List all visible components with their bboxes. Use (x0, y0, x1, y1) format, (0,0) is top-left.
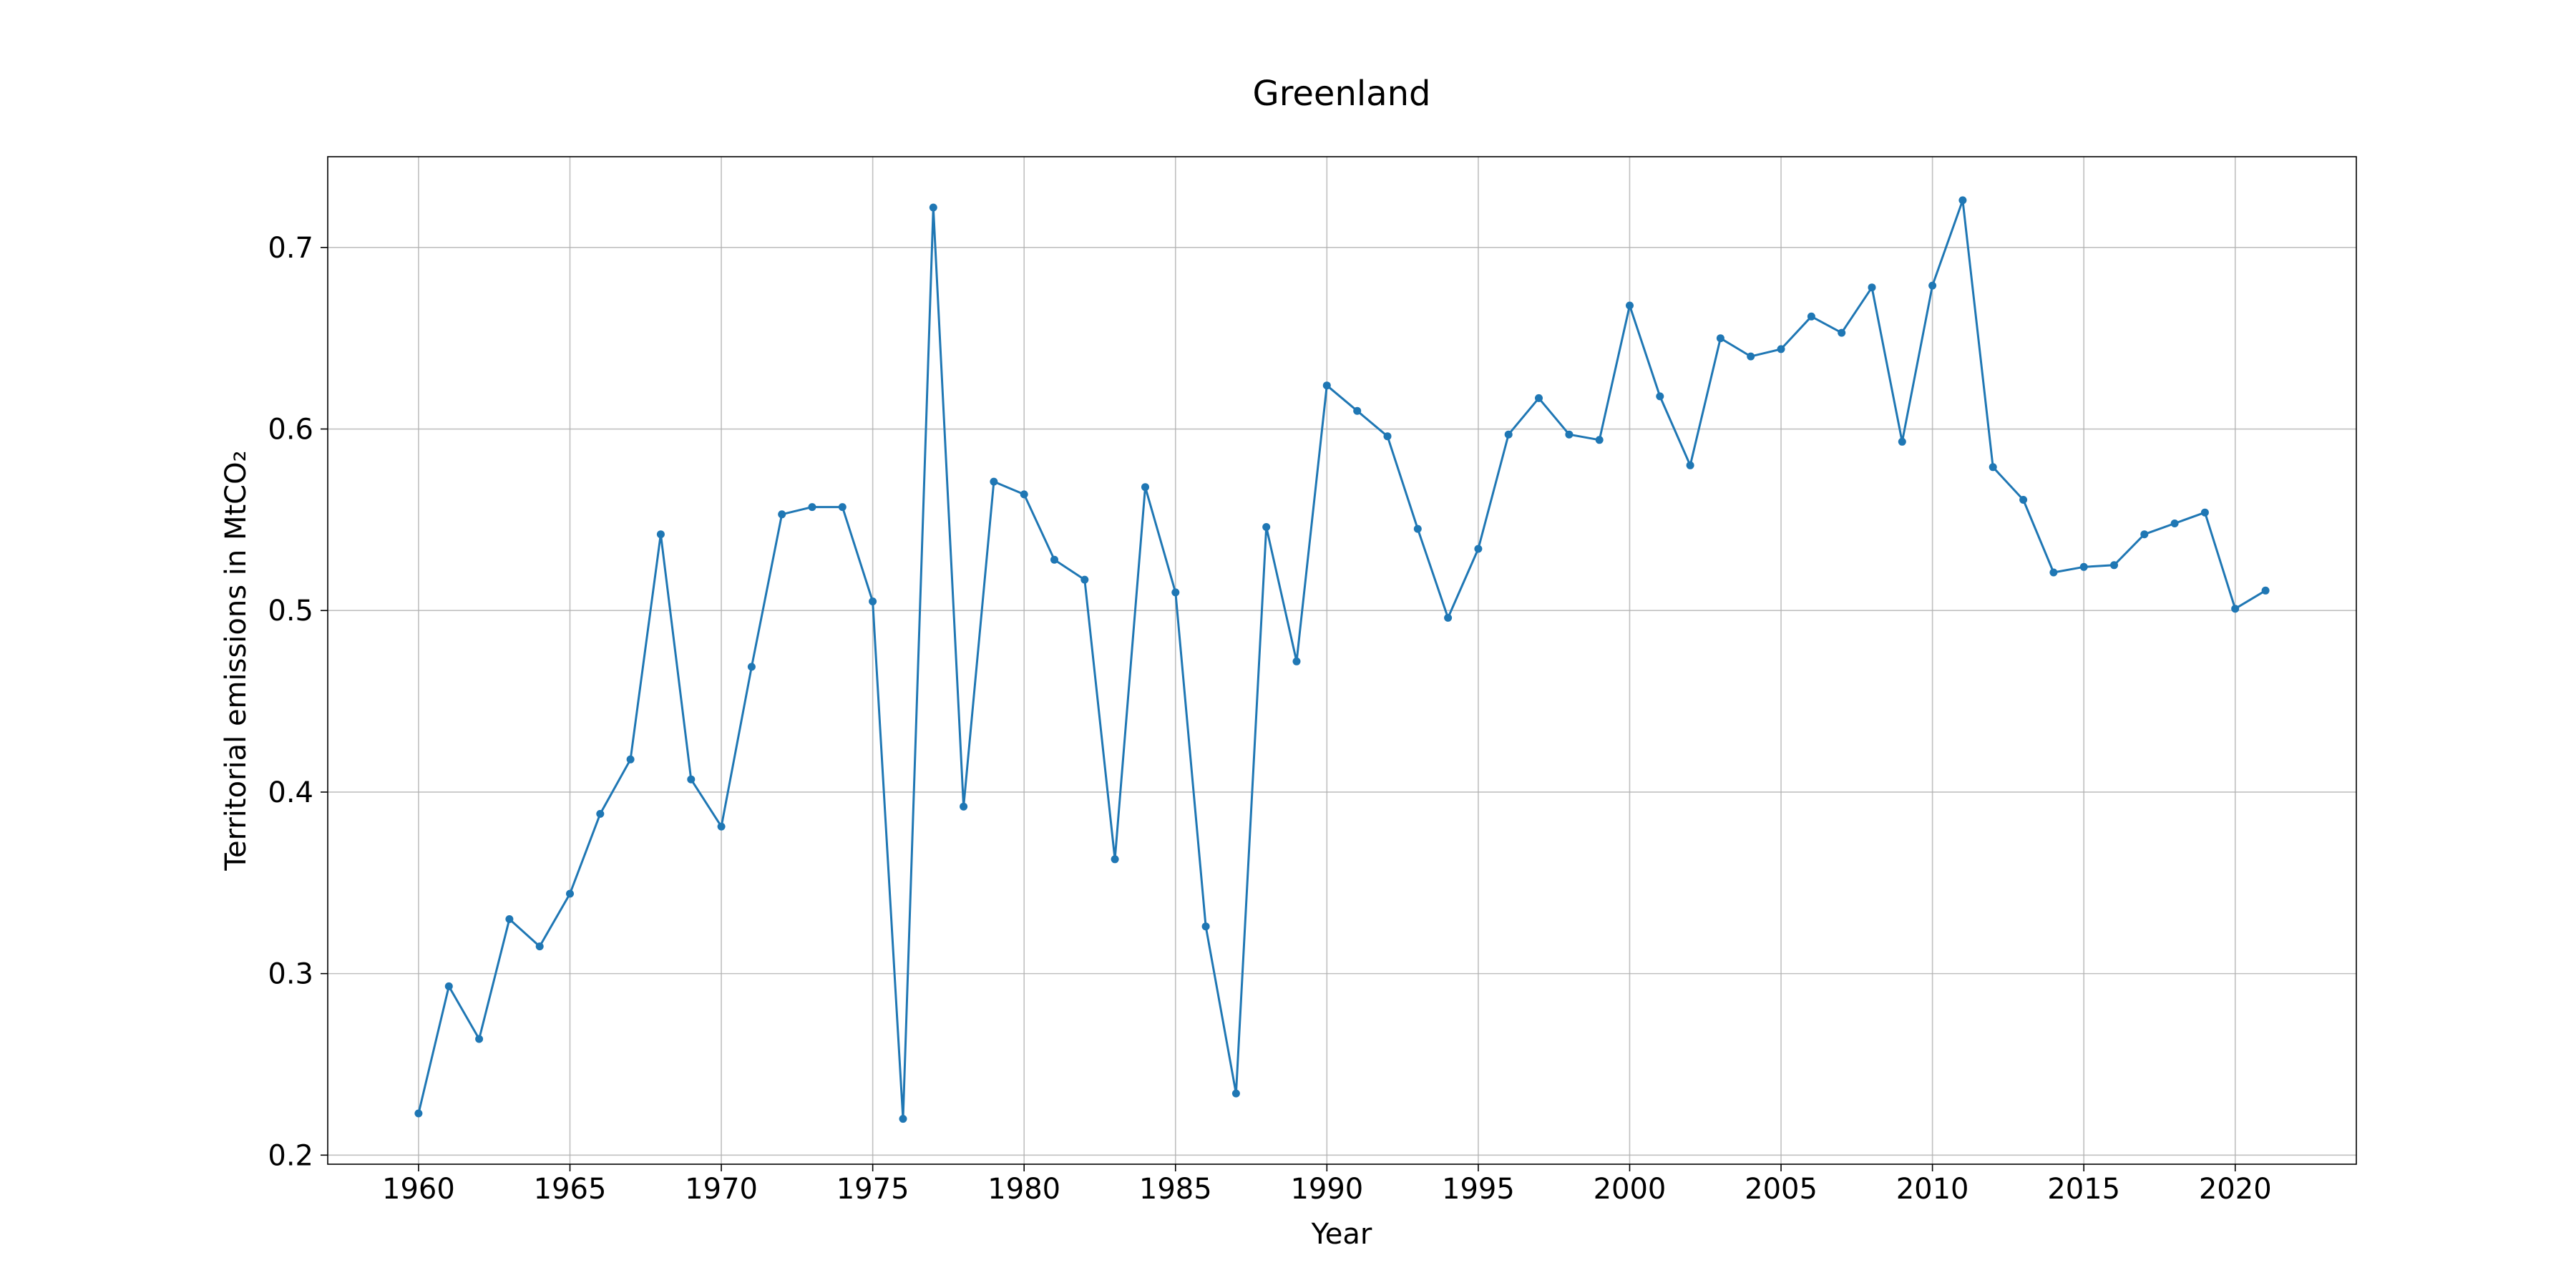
x-tick-label: 1970 (685, 1173, 758, 1206)
y-tick-label: 0.7 (268, 232, 313, 265)
data-point (1535, 394, 1543, 402)
x-tick-label: 1995 (1442, 1173, 1515, 1206)
data-point (505, 915, 514, 923)
data-point (1050, 555, 1058, 564)
x-tick-label: 1960 (382, 1173, 455, 1206)
data-point (414, 1109, 423, 1118)
data-point (1383, 432, 1392, 441)
x-tick-label: 1975 (836, 1173, 909, 1206)
y-axis-ticks: 0.2 0.3 0.4 0.5 0.6 0.7 (268, 232, 328, 1172)
x-tick-label: 1990 (1290, 1173, 1363, 1206)
data-point (1898, 437, 1906, 446)
y-axis-label: Territorial emissions in MtCO₂ (220, 450, 253, 871)
data-point (1807, 312, 1815, 321)
data-point (626, 755, 635, 763)
y-tick-label: 0.2 (268, 1139, 313, 1172)
data-point (1777, 345, 1785, 353)
plot-frame (327, 156, 2357, 1165)
data-point (2019, 496, 2028, 504)
data-point (1353, 406, 1362, 415)
data-point (687, 775, 696, 784)
data-point (2261, 586, 2270, 595)
data-point (2170, 519, 2179, 527)
data-point (747, 663, 756, 671)
x-tick-label: 2015 (2047, 1173, 2120, 1206)
data-point (778, 510, 786, 519)
data-point (1868, 283, 1876, 292)
chart-title: Greenland (1253, 74, 1431, 114)
x-tick-label: 2005 (1745, 1173, 1818, 1206)
data-point (1080, 575, 1089, 584)
y-tick-label: 0.6 (268, 414, 313, 447)
data-point (1231, 1089, 1240, 1098)
data-point (1292, 657, 1301, 665)
data-point (1474, 545, 1483, 553)
data-point (869, 597, 877, 605)
x-axis-ticks: 1960 1965 1970 1975 1980 1985 1990 1995 2000 2005… (382, 1164, 2272, 1206)
data-point (1565, 430, 1574, 439)
data-point (838, 503, 847, 512)
data-point (1201, 922, 1210, 931)
data-point (1322, 381, 1331, 390)
x-tick-label: 1980 (987, 1173, 1060, 1206)
data-point (717, 822, 726, 831)
data-point (1958, 196, 1967, 205)
y-tick-label: 0.4 (268, 776, 313, 809)
x-tick-label: 2010 (1896, 1173, 1969, 1206)
data-point (1020, 490, 1028, 499)
data-point (656, 530, 665, 539)
series-layer (414, 196, 2270, 1123)
x-tick-label: 1985 (1139, 1173, 1212, 1206)
data-point (596, 809, 605, 818)
data-point (1595, 436, 1604, 444)
data-point (566, 889, 574, 898)
x-tick-label: 2020 (2199, 1173, 2272, 1206)
data-point (1141, 483, 1149, 492)
data-point (1171, 588, 1180, 597)
y-tick-label: 0.3 (268, 958, 313, 991)
data-point (1838, 328, 1846, 337)
data-point (1656, 392, 1664, 401)
data-point (960, 802, 968, 811)
data-point (2049, 568, 2058, 577)
data-point (1444, 613, 1453, 622)
x-axis-label: Year (1311, 1218, 1372, 1251)
data-point (2079, 562, 2088, 571)
grid-lines (328, 157, 2356, 1164)
data-point (1989, 463, 1997, 472)
data-point (1262, 523, 1271, 531)
data-point (2231, 605, 2240, 613)
data-point (1928, 281, 1937, 290)
data-point (929, 203, 937, 212)
x-tick-label: 2000 (1594, 1173, 1667, 1206)
data-point (899, 1115, 907, 1123)
data-point (1747, 352, 1755, 361)
data-point (808, 503, 816, 512)
data-point (2200, 508, 2209, 517)
data-point (444, 982, 453, 990)
data-point (1413, 525, 1422, 533)
data-point (1686, 461, 1694, 469)
x-tick-label: 1965 (534, 1173, 607, 1206)
y-tick-label: 0.5 (268, 595, 313, 628)
series-line (417, 199, 2266, 1121)
data-point (1716, 334, 1724, 343)
data-point (2140, 530, 2149, 539)
data-point (2110, 561, 2118, 570)
data-point (1111, 855, 1119, 864)
data-point (990, 477, 998, 486)
data-point (1504, 430, 1513, 439)
data-point (475, 1035, 484, 1043)
data-point (535, 942, 544, 951)
data-point (1626, 301, 1634, 310)
